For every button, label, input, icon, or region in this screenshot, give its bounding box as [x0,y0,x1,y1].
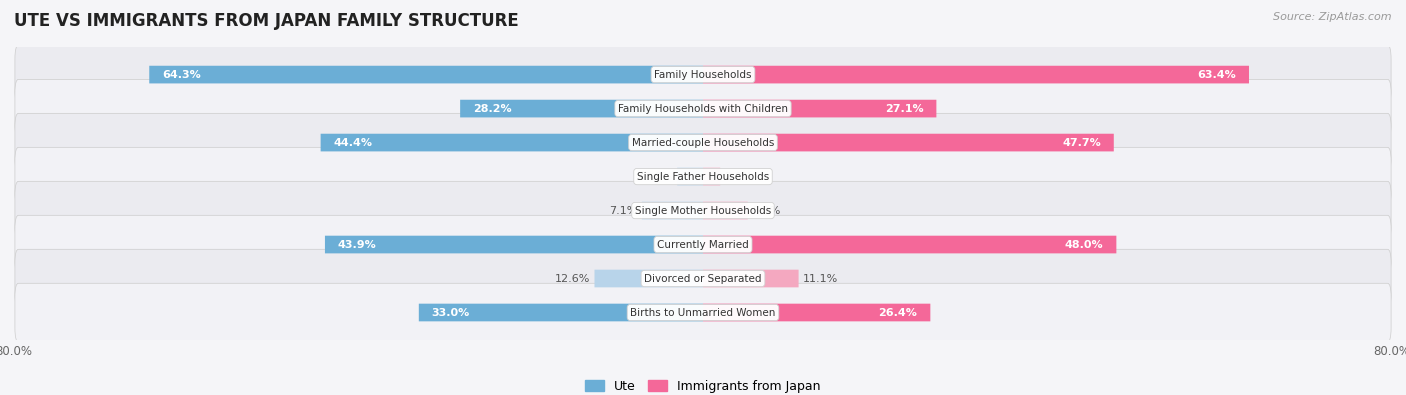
Text: 27.1%: 27.1% [884,103,924,114]
Text: Births to Unmarried Women: Births to Unmarried Women [630,308,776,318]
FancyBboxPatch shape [703,236,1116,253]
FancyBboxPatch shape [15,147,1391,206]
FancyBboxPatch shape [460,100,703,117]
Text: 26.4%: 26.4% [879,308,918,318]
FancyBboxPatch shape [703,270,799,287]
FancyBboxPatch shape [703,304,931,322]
FancyBboxPatch shape [15,79,1391,138]
Text: Married-couple Households: Married-couple Households [631,137,775,148]
Text: 12.6%: 12.6% [555,273,591,284]
Text: Currently Married: Currently Married [657,239,749,250]
FancyBboxPatch shape [643,202,703,219]
Text: 5.2%: 5.2% [752,205,780,216]
FancyBboxPatch shape [149,66,703,83]
FancyBboxPatch shape [703,66,1249,83]
FancyBboxPatch shape [15,215,1391,274]
FancyBboxPatch shape [419,304,703,322]
FancyBboxPatch shape [15,45,1391,104]
Text: Family Households with Children: Family Households with Children [619,103,787,114]
FancyBboxPatch shape [703,134,1114,151]
Text: Single Mother Households: Single Mother Households [636,205,770,216]
Text: 43.9%: 43.9% [337,239,377,250]
FancyBboxPatch shape [703,202,748,219]
FancyBboxPatch shape [703,168,720,185]
Text: Single Father Households: Single Father Households [637,171,769,182]
FancyBboxPatch shape [325,236,703,253]
FancyBboxPatch shape [15,283,1391,342]
Text: 3.0%: 3.0% [644,171,673,182]
Text: 7.1%: 7.1% [609,205,637,216]
Legend: Ute, Immigrants from Japan: Ute, Immigrants from Japan [581,375,825,395]
Text: 47.7%: 47.7% [1062,137,1101,148]
Text: 44.4%: 44.4% [333,137,373,148]
Text: 48.0%: 48.0% [1064,239,1104,250]
Text: Divorced or Separated: Divorced or Separated [644,273,762,284]
FancyBboxPatch shape [15,181,1391,240]
FancyBboxPatch shape [15,113,1391,172]
Text: 11.1%: 11.1% [803,273,838,284]
Text: 2.0%: 2.0% [724,171,752,182]
Text: 64.3%: 64.3% [162,70,201,79]
FancyBboxPatch shape [15,249,1391,308]
Text: 63.4%: 63.4% [1198,70,1236,79]
Text: Family Households: Family Households [654,70,752,79]
Text: UTE VS IMMIGRANTS FROM JAPAN FAMILY STRUCTURE: UTE VS IMMIGRANTS FROM JAPAN FAMILY STRU… [14,12,519,30]
Text: Source: ZipAtlas.com: Source: ZipAtlas.com [1274,12,1392,22]
FancyBboxPatch shape [595,270,703,287]
FancyBboxPatch shape [321,134,703,151]
FancyBboxPatch shape [678,168,703,185]
Text: 33.0%: 33.0% [432,308,470,318]
FancyBboxPatch shape [703,100,936,117]
Text: 28.2%: 28.2% [472,103,512,114]
